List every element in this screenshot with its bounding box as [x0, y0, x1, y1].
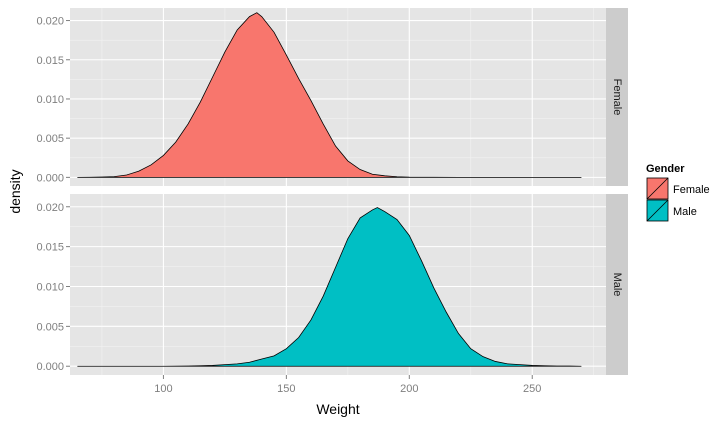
- legend-label-female: Female: [673, 184, 710, 196]
- y-tick-label: 0.000: [36, 172, 64, 184]
- density-area-female: [77, 12, 582, 178]
- x-axis-title: Weight: [316, 401, 359, 417]
- y-tick-label: 0.005: [36, 133, 64, 145]
- y-axis-title: density: [7, 169, 23, 213]
- x-tick-label: 100: [154, 383, 172, 395]
- legend-title: Gender: [646, 163, 685, 175]
- strip-female: [606, 8, 628, 186]
- y-tick-label: 0.010: [36, 281, 64, 293]
- x-tick-label: 200: [400, 383, 418, 395]
- legend-key-slash: [646, 199, 669, 222]
- x-tick-label: 150: [277, 383, 295, 395]
- legend-label-male: Male: [673, 206, 697, 218]
- strip-label-male: Male: [611, 273, 623, 297]
- density-area-male: [77, 207, 582, 367]
- strip-male: [606, 194, 628, 375]
- y-tick-label: 0.020: [36, 202, 64, 214]
- strip-label-female: Female: [611, 79, 623, 116]
- x-tick-label: 250: [523, 383, 541, 395]
- y-tick-label: 0.000: [36, 361, 64, 373]
- y-tick-label: 0.015: [36, 55, 64, 67]
- y-tick-label: 0.010: [36, 94, 64, 106]
- legend-key-slash: [646, 177, 669, 200]
- y-tick-label: 0.005: [36, 321, 64, 333]
- y-tick-label: 0.015: [36, 242, 64, 254]
- y-tick-label: 0.020: [36, 16, 64, 28]
